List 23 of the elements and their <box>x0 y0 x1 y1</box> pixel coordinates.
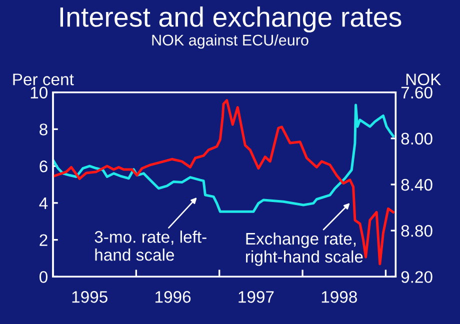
x-tick-label: 1995 <box>72 291 108 303</box>
x-tick-label: 1996 <box>156 291 191 303</box>
y2-tick-label: 9.20 <box>401 271 432 283</box>
chart-title: Interest and exchange rates <box>60 6 402 32</box>
y-tick-label: 0 <box>40 271 48 283</box>
y-tick-label: 8 <box>40 124 48 136</box>
y2-tick-label: 8.80 <box>401 225 432 237</box>
annotation: 3-mo. rate, left- hand scale <box>94 230 206 261</box>
y2-axis-title: NOK <box>406 74 441 86</box>
x-tick-label: 1997 <box>238 291 274 303</box>
annotation: Exchange rate, right-hand scale <box>246 232 363 266</box>
y-tick-label: 2 <box>40 234 48 246</box>
line-series <box>53 99 394 266</box>
y-axis-title: Per cent <box>13 74 74 86</box>
chart-subtitle: NOK against ECU/euro <box>152 34 308 49</box>
y2-tick-label: 8.40 <box>401 178 432 191</box>
x-tick-label: 1998 <box>322 291 357 303</box>
y2-tick-label: 7.60 <box>401 86 432 99</box>
y-tick-label: 4 <box>39 198 48 209</box>
y-tick-label: 10 <box>30 86 48 99</box>
y2-tick-label: 8.00 <box>401 132 432 145</box>
y-tick-label: 6 <box>40 160 48 172</box>
line-series <box>53 104 394 213</box>
